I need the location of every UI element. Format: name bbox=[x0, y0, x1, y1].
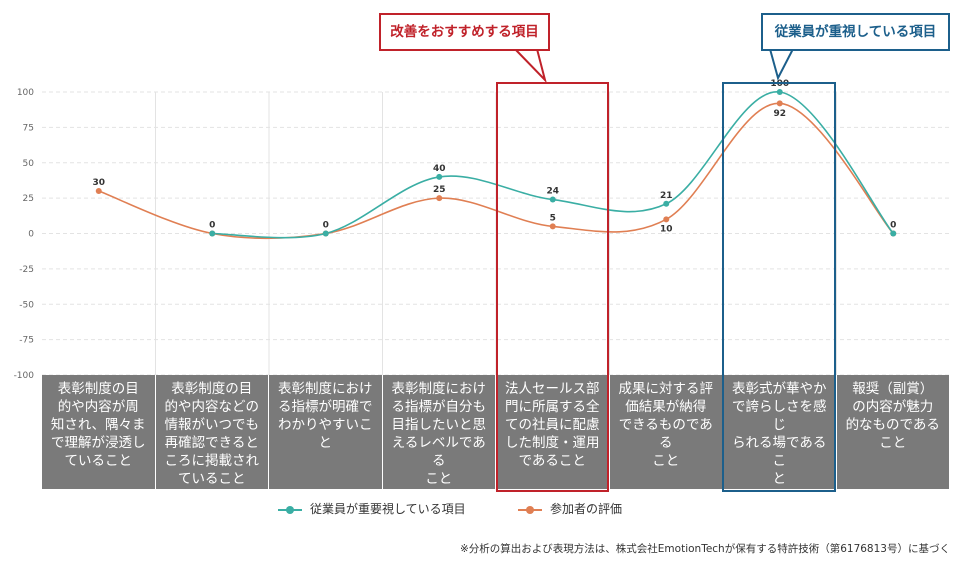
category-label-line: 情報がいつでも bbox=[164, 417, 260, 433]
legend-swatch-employee bbox=[278, 505, 302, 514]
employee-series-line bbox=[212, 91, 894, 239]
category-label-line: できるものである bbox=[618, 417, 713, 451]
category-label-line: と bbox=[772, 471, 787, 487]
category-label-line: る指標が明確で bbox=[278, 399, 373, 415]
y-tick-label: 100 bbox=[17, 88, 34, 98]
category-label-line: 的なものである bbox=[845, 417, 940, 433]
category-label-line: 知され、隅々ま bbox=[50, 417, 146, 433]
y-tick-label: -75 bbox=[19, 336, 34, 346]
data-label: 0 bbox=[209, 221, 215, 231]
important-callout-pointer bbox=[768, 48, 795, 81]
category-label-line: 成果に対する評 bbox=[618, 381, 714, 397]
participant-data-label: 92 bbox=[773, 109, 786, 119]
category-label-line: えるレベルである bbox=[391, 435, 486, 469]
category-label: 報奨（副賞） の内容が魅力 的なものである こと bbox=[836, 375, 950, 489]
category-label-line: られる場であるこ bbox=[732, 435, 827, 469]
category-label-line: 目指したいと思 bbox=[391, 417, 487, 433]
footnote: ※分析の算出および表現方法は、株式会社EmotionTechが保有する特許技術（… bbox=[460, 543, 950, 555]
category-label: 表彰式が華やかで誇らしさを感じ られる場であること bbox=[723, 375, 837, 489]
participant-data-point bbox=[95, 188, 102, 195]
participant-data-label: 25 bbox=[433, 185, 446, 195]
category-label-line: 的や内容などの bbox=[164, 399, 260, 415]
category-label: 表彰制度におけ る指標が明確でわかりやすいこと bbox=[269, 375, 383, 489]
category-label-line: 報奨（副賞） bbox=[852, 381, 934, 397]
participant-data-point bbox=[776, 100, 783, 107]
category-label-line: ていること bbox=[64, 453, 133, 469]
employee-data-point bbox=[209, 230, 216, 237]
participant-data-label: 30 bbox=[92, 178, 105, 188]
category-label-line: ての社員に配慮 bbox=[505, 417, 600, 433]
category-label-line: の内容が魅力 bbox=[852, 399, 934, 415]
y-tick-label: 0 bbox=[28, 230, 34, 240]
participant-data-label: 10 bbox=[660, 224, 673, 234]
y-tick-label: -50 bbox=[19, 300, 34, 310]
category-label-line: ていること bbox=[178, 471, 246, 487]
category-label: 成果に対する評 価結果が納得できるものであること bbox=[609, 375, 723, 489]
category-label-line: で誇らしさを感じ bbox=[732, 399, 827, 433]
category-label-line: こと bbox=[879, 435, 907, 451]
participant-data-point bbox=[436, 195, 443, 202]
participant-data-point bbox=[549, 223, 556, 230]
employee-data-label: 21 bbox=[660, 191, 673, 201]
category-label-line: る指標が自分も bbox=[391, 399, 487, 415]
legend-item-participant: 参加者の評価 bbox=[518, 499, 622, 519]
category-label-line: 法人セールス部 bbox=[505, 381, 600, 397]
y-tick-label: 75 bbox=[23, 123, 34, 133]
category-label-line: 表彰制度の目 bbox=[171, 381, 253, 397]
data-label: 0 bbox=[323, 221, 329, 231]
category-label-line: であること bbox=[518, 453, 586, 469]
employee-data-point bbox=[436, 173, 443, 180]
participant-data-label: 5 bbox=[550, 213, 556, 223]
category-label-line: 門に所属する全 bbox=[505, 399, 600, 415]
data-label: 0 bbox=[890, 221, 896, 231]
category-label-line: こと bbox=[652, 453, 680, 469]
category-label-line: した制度・運用 bbox=[505, 435, 600, 451]
category-label-line: 表彰制度におけ bbox=[391, 381, 487, 397]
category-label-line: 再確認できると bbox=[164, 435, 259, 451]
improvement-highlight-box bbox=[496, 82, 609, 492]
y-tick-label: 25 bbox=[23, 194, 34, 204]
category-label-line: 的や内容が周 bbox=[57, 399, 139, 415]
category-label-line: わかりやすいこと bbox=[278, 417, 373, 451]
legend-label-participant: 参加者の評価 bbox=[550, 502, 623, 516]
important-highlight-box bbox=[722, 82, 836, 492]
category-label: 法人セールス部 門に所属する全 ての社員に配慮 した制度・運用 であること bbox=[496, 375, 610, 489]
category-label: 表彰制度の目 的や内容などの 情報がいつでも 再確認できると ころに掲載され ていること bbox=[155, 375, 269, 489]
y-tick-label: -25 bbox=[19, 265, 34, 275]
employee-data-label: 100 bbox=[770, 79, 789, 89]
employee-data-point bbox=[663, 200, 670, 207]
category-label-line: ころに掲載され bbox=[164, 453, 260, 469]
improvement-callout-pointer bbox=[512, 48, 547, 84]
category-label-line: で理解が浸透し bbox=[51, 435, 146, 451]
employee-data-point bbox=[776, 89, 783, 95]
employee-data-point bbox=[890, 230, 897, 237]
employee-data-point bbox=[549, 196, 556, 203]
legend-item-employee: 従業員が重要視している項目 bbox=[278, 499, 466, 519]
improvement-callout: 改善をおすすめする項目 bbox=[379, 13, 550, 51]
employee-data-point bbox=[322, 230, 329, 237]
legend-label-employee: 従業員が重要視している項目 bbox=[310, 502, 466, 516]
category-label: 表彰制度の目 的や内容が周 知され、隅々ま で理解が浸透し ていること bbox=[42, 375, 156, 489]
category-label-line: 表彰制度の目 bbox=[57, 381, 139, 397]
y-tick-label: 50 bbox=[23, 159, 35, 169]
employee-data-label: 24 bbox=[546, 187, 559, 197]
employee-data-label: 40 bbox=[433, 164, 446, 174]
y-tick-label: -100 bbox=[14, 371, 35, 381]
important-callout: 従業員が重視している項目 bbox=[761, 13, 950, 51]
category-label-line: 表彰式が華やか bbox=[732, 381, 827, 397]
category-label-line: 表彰制度におけ bbox=[278, 381, 373, 397]
category-label-line: 価結果が納得 bbox=[625, 399, 707, 415]
category-label-line: こと bbox=[425, 471, 453, 487]
category-label: 表彰制度におけ る指標が自分も 目指したいと思えるレベルであること bbox=[382, 375, 496, 489]
participant-data-point bbox=[663, 216, 670, 223]
legend-swatch-participant bbox=[518, 505, 542, 514]
